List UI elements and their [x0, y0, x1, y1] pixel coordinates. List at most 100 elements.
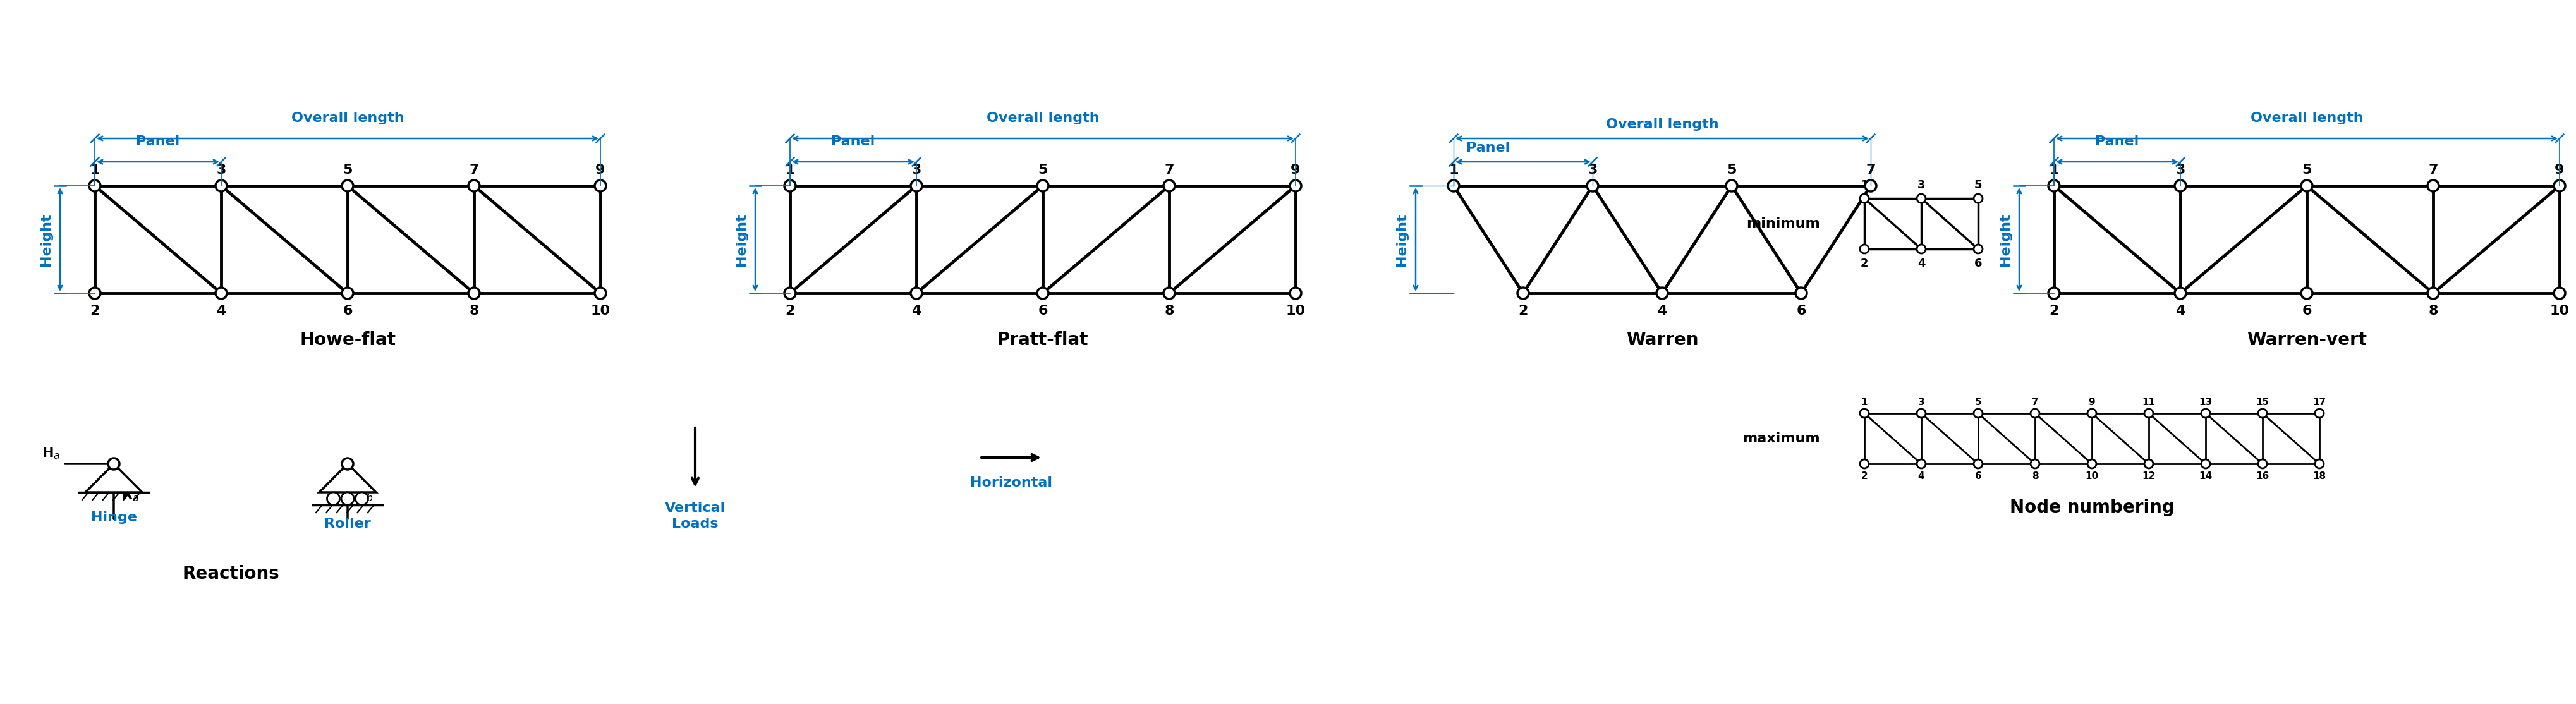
Circle shape [355, 492, 368, 505]
Text: Height: Height [1396, 213, 1409, 266]
Text: 3: 3 [1587, 163, 1597, 176]
Text: Overall length: Overall length [2251, 112, 2362, 125]
Polygon shape [319, 464, 376, 492]
Text: 7: 7 [2429, 163, 2437, 176]
Text: 5: 5 [1976, 398, 1981, 407]
Text: 3: 3 [1917, 180, 1924, 191]
Text: Overall length: Overall length [291, 112, 404, 125]
Text: Overall length: Overall length [987, 112, 1100, 125]
Text: 2: 2 [786, 305, 796, 318]
Circle shape [2174, 180, 2187, 191]
Circle shape [783, 287, 796, 299]
Text: Panel: Panel [2094, 135, 2138, 148]
Text: 9: 9 [2555, 163, 2566, 176]
Circle shape [108, 458, 118, 470]
Circle shape [2259, 460, 2267, 468]
Circle shape [343, 180, 353, 191]
Circle shape [469, 287, 479, 299]
Circle shape [1038, 180, 1048, 191]
Text: R$_a$: R$_a$ [121, 488, 139, 503]
Circle shape [327, 492, 340, 505]
Circle shape [343, 287, 353, 299]
Text: 1: 1 [1860, 180, 1868, 191]
Text: 2: 2 [1860, 258, 1868, 269]
Circle shape [1973, 244, 1984, 253]
Text: maximum: maximum [1741, 432, 1821, 445]
Text: Height: Height [1999, 213, 2012, 266]
Text: 2: 2 [1517, 305, 1528, 318]
Circle shape [2300, 180, 2313, 191]
Text: 4: 4 [1656, 305, 1667, 318]
Circle shape [2174, 287, 2187, 299]
Circle shape [783, 180, 796, 191]
Circle shape [2259, 409, 2267, 417]
Text: Horizontal: Horizontal [971, 477, 1051, 489]
Text: 7: 7 [1865, 163, 1875, 176]
Circle shape [1860, 409, 1868, 417]
Circle shape [1917, 194, 1927, 203]
Text: 10: 10 [2550, 305, 2568, 318]
Circle shape [1917, 460, 1927, 468]
Text: 1: 1 [2048, 163, 2058, 176]
Text: 13: 13 [2200, 398, 2213, 407]
Text: 2: 2 [90, 305, 100, 318]
Text: 4: 4 [1917, 258, 1924, 269]
Text: 10: 10 [2084, 472, 2099, 481]
Text: 10: 10 [1285, 305, 1306, 318]
Text: 4: 4 [912, 305, 922, 318]
Text: 12: 12 [2143, 472, 2156, 481]
Text: 9: 9 [595, 163, 605, 176]
Text: 8: 8 [1164, 305, 1175, 318]
Text: 5: 5 [1038, 163, 1048, 176]
Text: Warren: Warren [1625, 331, 1698, 349]
Circle shape [2553, 180, 2566, 191]
Text: 7: 7 [469, 163, 479, 176]
Text: 3: 3 [912, 163, 922, 176]
Circle shape [1917, 409, 1927, 417]
Text: H$_a$: H$_a$ [41, 446, 59, 460]
Text: 8: 8 [469, 305, 479, 318]
Circle shape [1860, 244, 1868, 253]
Text: 1: 1 [90, 163, 100, 176]
Circle shape [2427, 287, 2439, 299]
Text: 18: 18 [2313, 472, 2326, 481]
Circle shape [1860, 460, 1868, 468]
Circle shape [2048, 287, 2061, 299]
Circle shape [1517, 287, 1528, 299]
Circle shape [595, 287, 605, 299]
Text: Warren-vert: Warren-vert [2246, 331, 2367, 349]
Text: Overall length: Overall length [1605, 118, 1718, 131]
Circle shape [1973, 194, 1984, 203]
Circle shape [1973, 409, 1984, 417]
Text: 2: 2 [2048, 305, 2058, 318]
Circle shape [1164, 180, 1175, 191]
Circle shape [1656, 287, 1667, 299]
Circle shape [1726, 180, 1736, 191]
Text: 7: 7 [1164, 163, 1175, 176]
Circle shape [1865, 180, 1875, 191]
Circle shape [340, 492, 353, 505]
Text: Howe-flat: Howe-flat [299, 331, 397, 349]
Circle shape [912, 180, 922, 191]
Text: 16: 16 [2257, 472, 2269, 481]
Circle shape [1587, 180, 1597, 191]
Text: 4: 4 [2177, 305, 2184, 318]
Circle shape [2427, 180, 2439, 191]
Circle shape [2030, 409, 2040, 417]
Text: 6: 6 [343, 305, 353, 318]
Circle shape [2316, 409, 2324, 417]
Text: 15: 15 [2257, 398, 2269, 407]
Circle shape [469, 180, 479, 191]
Text: Hinge: Hinge [90, 511, 137, 524]
Circle shape [2087, 409, 2097, 417]
Circle shape [1164, 287, 1175, 299]
Circle shape [2202, 460, 2210, 468]
Circle shape [1038, 287, 1048, 299]
Text: Pratt-flat: Pratt-flat [997, 331, 1090, 349]
Text: Height: Height [39, 213, 52, 266]
Circle shape [2087, 460, 2097, 468]
Text: 9: 9 [1291, 163, 1301, 176]
Circle shape [90, 287, 100, 299]
Text: 7: 7 [2032, 398, 2038, 407]
Text: 3: 3 [216, 163, 227, 176]
